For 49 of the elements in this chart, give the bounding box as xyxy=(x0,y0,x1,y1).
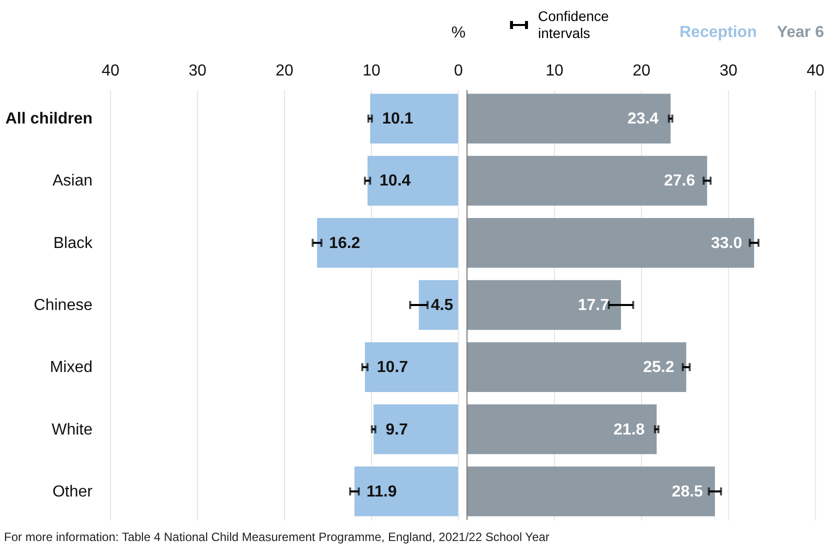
data-label: 16.2 xyxy=(329,234,360,252)
data-label: 21.8 xyxy=(614,421,645,438)
bar xyxy=(374,404,458,454)
y-tick-label: Chinese xyxy=(34,297,93,314)
bar xyxy=(467,342,686,392)
bar xyxy=(467,94,671,144)
bar xyxy=(364,342,458,392)
x-tick-label: 0 xyxy=(454,62,464,80)
x-tick-label: 20 xyxy=(276,62,294,80)
data-label: 10.7 xyxy=(376,359,408,376)
x-tick-label: 40 xyxy=(806,62,824,80)
x-tick-label: 30 xyxy=(188,62,206,80)
data-label: 4.5 xyxy=(430,297,454,314)
data-label: 11.9 xyxy=(366,483,397,500)
bar xyxy=(467,280,621,330)
data-label: 25.2 xyxy=(643,359,674,376)
bar xyxy=(467,466,715,516)
x-tick-label: 10 xyxy=(546,62,564,80)
text: For more information: Table 4 National Child Measurement Programme, England, 2021/22 School Year xyxy=(4,530,550,544)
bar xyxy=(467,156,708,206)
bar xyxy=(467,404,657,454)
data-label: 10.1 xyxy=(382,110,414,128)
text: Confidence intervals xyxy=(538,8,610,42)
x-tick-label: 40 xyxy=(102,62,120,80)
data-label: 28.5 xyxy=(672,483,704,500)
y-tick-label: All children xyxy=(5,110,92,128)
text: Year 6 xyxy=(776,24,824,42)
y-tick-label: Mixed xyxy=(50,359,92,376)
bar xyxy=(467,218,754,268)
x-tick-label: 20 xyxy=(632,62,650,80)
data-label: 27.6 xyxy=(664,172,696,190)
y-tick-label: Asian xyxy=(52,172,92,190)
bar xyxy=(368,156,458,206)
x-tick-label: 10 xyxy=(362,62,380,80)
y-tick-label: Black xyxy=(53,234,94,252)
bar xyxy=(370,94,458,144)
bar xyxy=(418,280,458,330)
data-label: 10.4 xyxy=(380,172,411,190)
x-tick-label: 30 xyxy=(720,62,738,80)
text: Reception xyxy=(680,24,757,42)
bar xyxy=(354,466,458,516)
y-tick-label: Other xyxy=(52,483,94,500)
y-tick-label: White xyxy=(52,421,93,438)
data-label: 23.4 xyxy=(627,110,659,128)
data-label: 9.7 xyxy=(386,421,408,438)
data-label: 17.7 xyxy=(578,297,610,314)
data-label: 33.0 xyxy=(710,234,742,252)
x-axis-title: % xyxy=(451,24,466,42)
bar xyxy=(317,218,458,268)
